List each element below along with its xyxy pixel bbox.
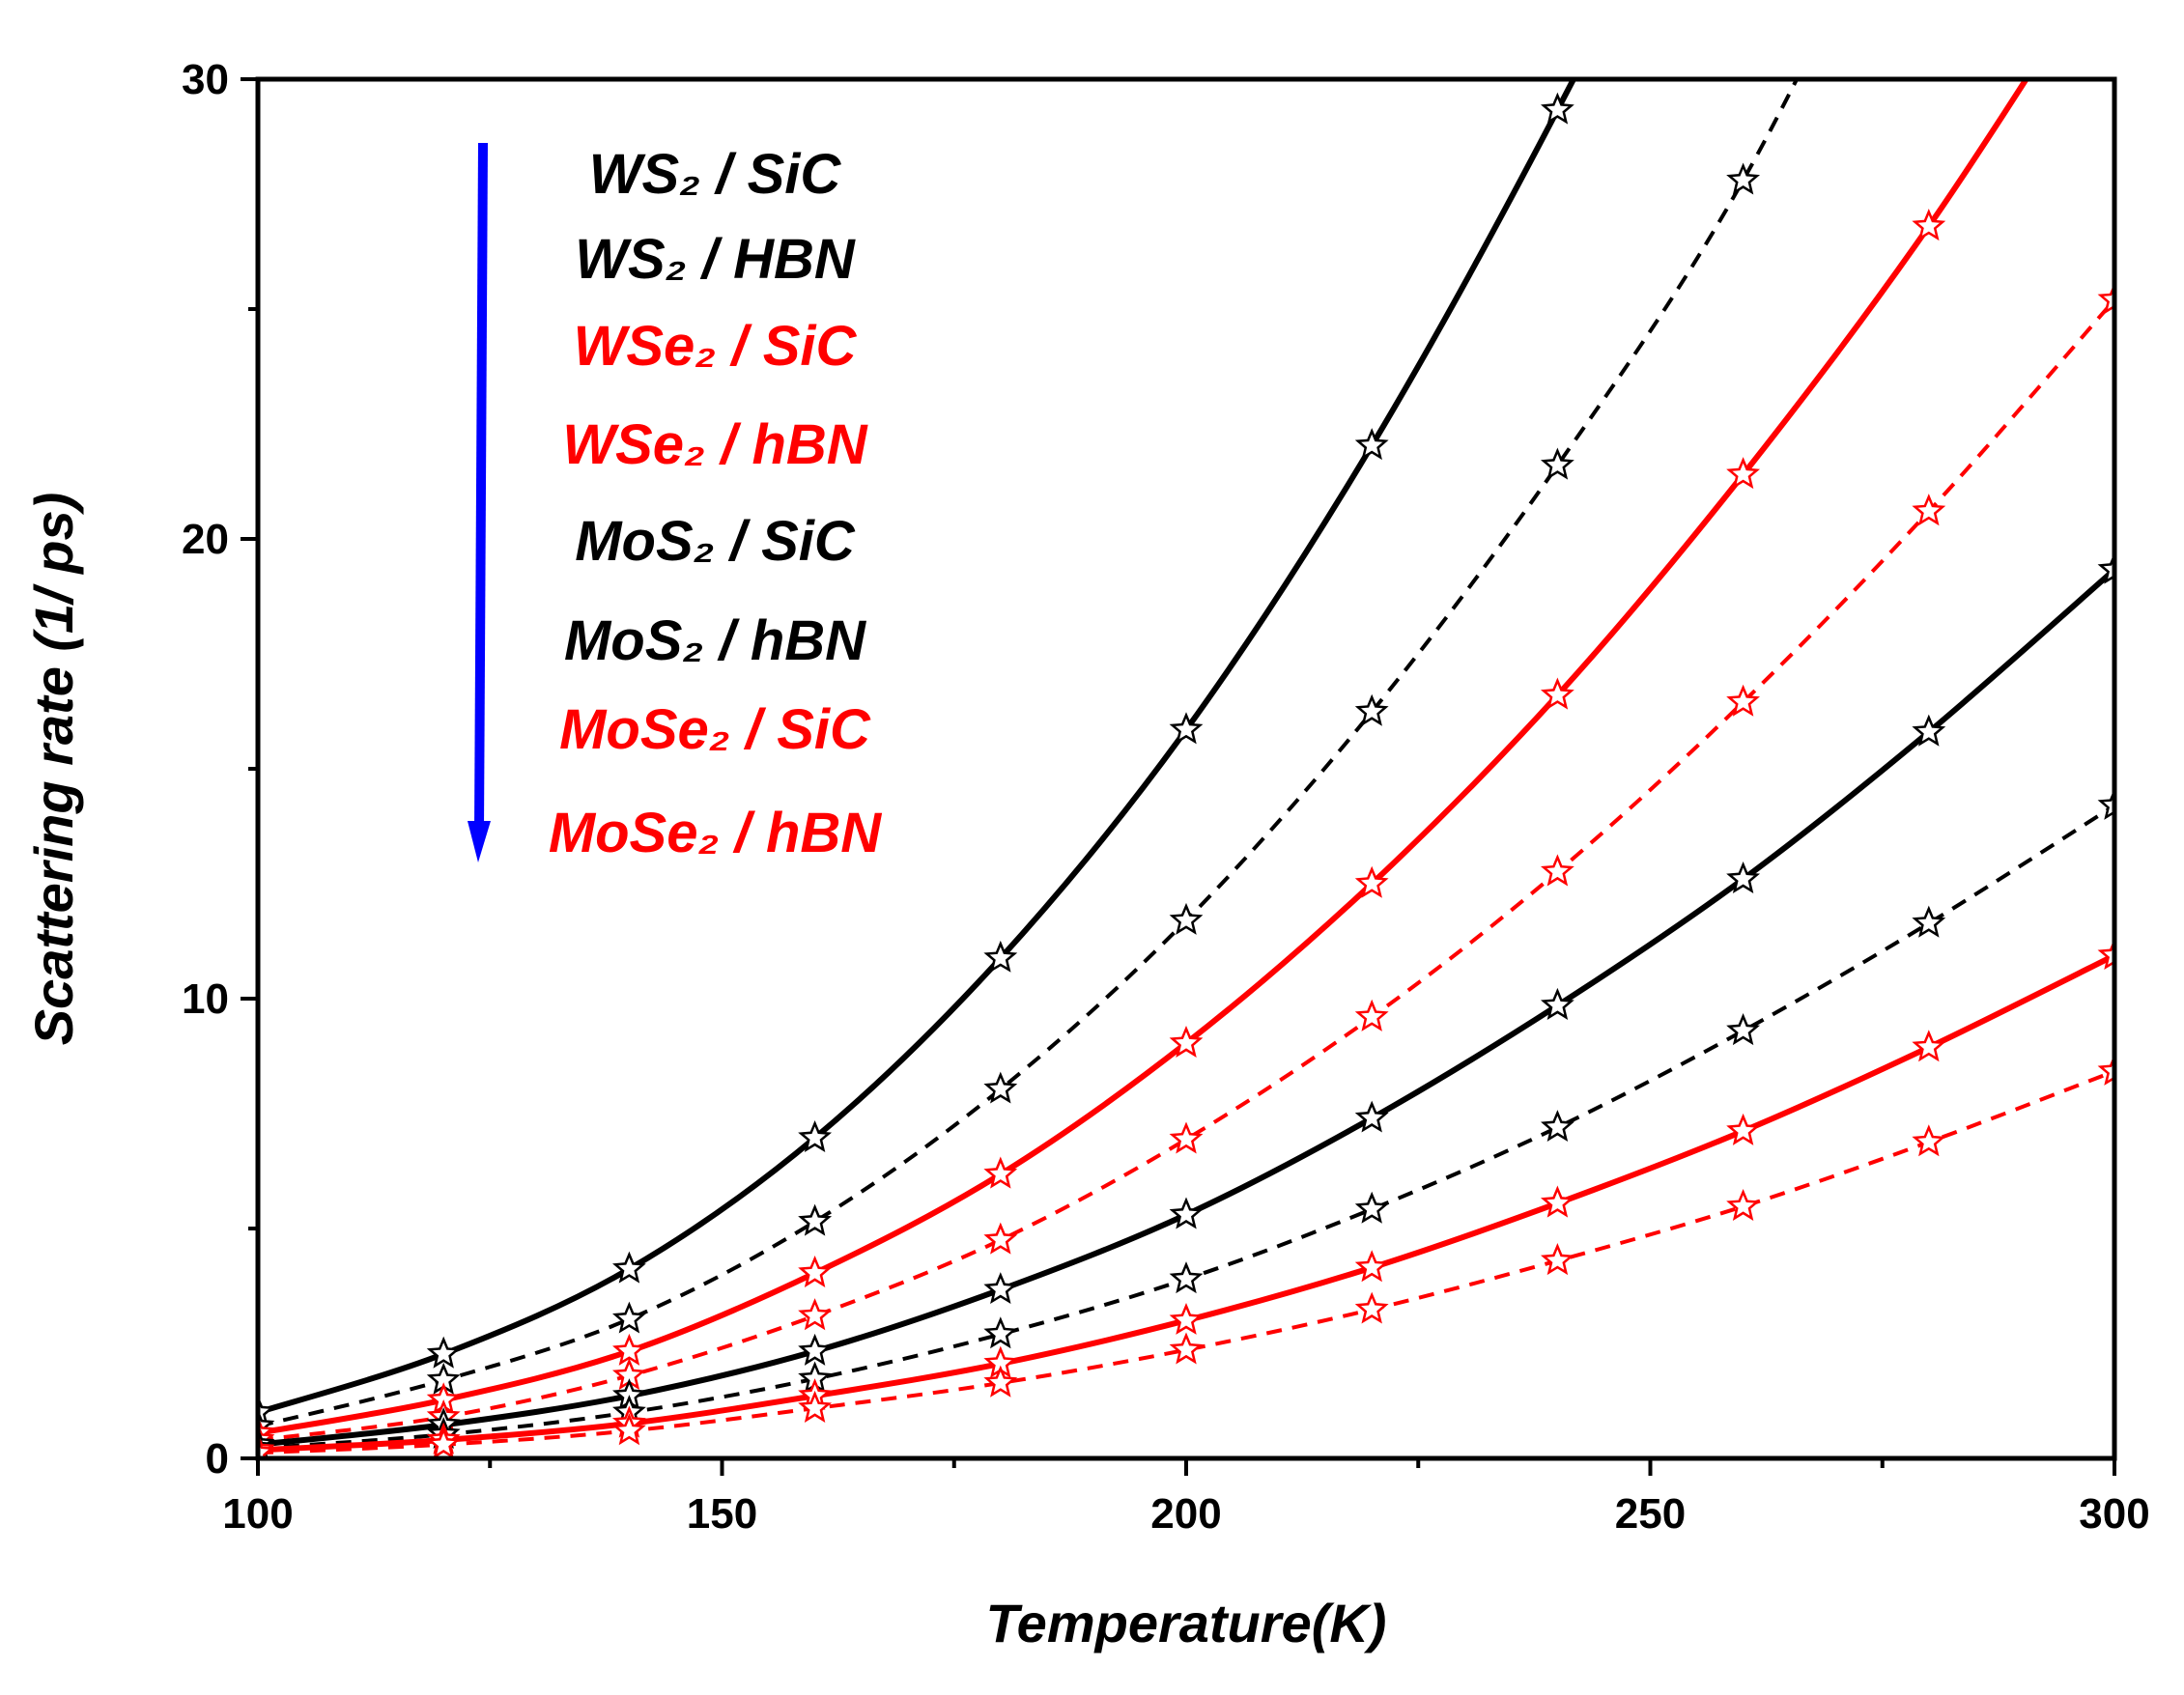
point-marker: [1726, 457, 1761, 490]
legend-label: MoSe₂ / hBN: [549, 802, 882, 864]
point-marker: [1540, 1243, 1574, 1276]
y-tick-label: 30: [182, 56, 229, 103]
legend-label: WS₂ / HBN: [575, 228, 856, 291]
point-marker: [1912, 714, 1946, 747]
y-tick-label: 0: [206, 1435, 229, 1483]
point-marker: [983, 1156, 1018, 1189]
point-marker: [1169, 1121, 1204, 1154]
point-marker: [1354, 693, 1389, 726]
point-marker: [1541, 92, 1574, 125]
point-marker: [1726, 1188, 1761, 1221]
point-marker: [2097, 787, 2114, 820]
point-marker: [1726, 1113, 1760, 1145]
x-tick-label: 300: [2079, 1490, 2149, 1538]
point-marker: [1540, 677, 1574, 710]
point-marker: [1354, 1250, 1389, 1283]
point-marker: [798, 1255, 832, 1287]
series-line: [258, 567, 2114, 1448]
point-marker: [258, 1435, 275, 1458]
point-marker: [1354, 428, 1389, 461]
legend-label: WSe₂ / hBN: [562, 413, 867, 476]
point-marker: [2097, 551, 2114, 584]
point-marker: [1912, 905, 1946, 938]
legend-label: WS₂ / SiC: [589, 143, 842, 206]
point-marker: [1540, 447, 1574, 480]
point-marker: [1726, 162, 1761, 195]
point-marker: [1169, 1261, 1204, 1294]
point-marker: [612, 1301, 646, 1334]
point-marker: [983, 1365, 1018, 1398]
x-tick-label: 200: [1150, 1490, 1221, 1538]
x-axis-label: Temperature(K): [986, 1593, 1387, 1653]
point-marker: [1912, 494, 1946, 526]
point-marker: [612, 1333, 646, 1366]
y-tick-label: 20: [182, 516, 229, 563]
series-line: [258, 298, 2114, 1442]
legend-label: WSe₂ / SiC: [574, 315, 858, 378]
point-marker: [1912, 1124, 1946, 1157]
point-marker: [1169, 1197, 1204, 1229]
legend-arrow-head: [468, 821, 491, 862]
point-marker: [1354, 865, 1389, 898]
legend-label: MoS₂ / SiC: [575, 510, 856, 573]
point-marker: [983, 1316, 1018, 1349]
legend-label: MoSe₂ / SiC: [559, 698, 871, 761]
point-marker: [798, 1390, 833, 1423]
point-marker: [1540, 854, 1574, 887]
point-marker: [1354, 1291, 1389, 1324]
point-marker: [1169, 1025, 1204, 1058]
legend-label: MoS₂ / hBN: [564, 609, 866, 672]
x-tick-label: 250: [1615, 1490, 1686, 1538]
plot-area: [258, 79, 2114, 1458]
point-marker: [1541, 1110, 1574, 1143]
point-marker: [1169, 902, 1204, 935]
point-marker: [426, 1336, 461, 1369]
point-marker: [1912, 1030, 1946, 1062]
point-marker: [983, 940, 1018, 973]
legend-arrow-shaft: [474, 142, 488, 832]
point-marker: [1169, 1332, 1204, 1365]
series-line: [258, 79, 2030, 1436]
point-marker: [798, 1119, 833, 1153]
point-marker: [611, 1413, 646, 1446]
point-marker: [1169, 712, 1204, 745]
point-marker: [1354, 999, 1389, 1031]
point-marker: [983, 1071, 1018, 1104]
point-marker: [1912, 209, 1946, 241]
point-marker: [1726, 684, 1760, 717]
y-tick-label: 10: [182, 975, 229, 1023]
point-marker: [798, 1333, 832, 1366]
point-marker: [798, 1203, 833, 1236]
point-marker: [1354, 1100, 1389, 1133]
point-marker: [1169, 1302, 1204, 1335]
series-line: [258, 79, 1800, 1428]
point-marker: [798, 1298, 833, 1331]
point-marker: [1726, 861, 1761, 894]
point-marker: [1540, 987, 1574, 1020]
point-marker: [2097, 282, 2114, 315]
point-marker: [2097, 938, 2114, 971]
point-marker: [426, 1427, 461, 1458]
series-line: [258, 1069, 2114, 1455]
point-marker: [2097, 1053, 2114, 1086]
y-axis-label: Scattering rate (1/ ps): [23, 493, 84, 1046]
point-marker: [1540, 1185, 1574, 1218]
point-marker: [612, 1251, 646, 1284]
point-marker: [983, 1222, 1018, 1255]
plot-frame: [255, 76, 2117, 1461]
x-tick-label: 150: [687, 1490, 757, 1538]
point-marker: [1354, 1191, 1389, 1224]
point-marker: [1726, 1013, 1761, 1046]
x-tick-label: 100: [222, 1490, 293, 1538]
point-marker: [983, 1272, 1018, 1305]
